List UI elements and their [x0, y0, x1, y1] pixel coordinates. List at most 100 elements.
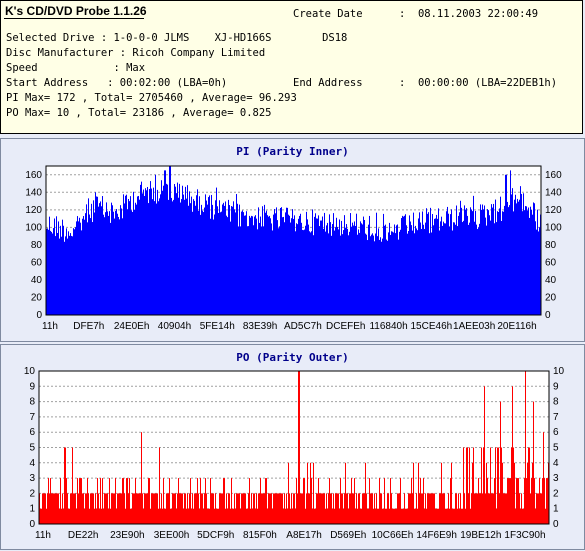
bar	[154, 201, 155, 315]
bar	[224, 205, 225, 315]
bar	[122, 478, 123, 524]
bar	[83, 493, 84, 524]
bar	[261, 493, 262, 524]
bar	[152, 199, 153, 315]
bar	[115, 210, 116, 315]
bar	[109, 211, 110, 315]
bar	[113, 211, 114, 315]
bar	[534, 203, 535, 315]
bar	[283, 216, 284, 315]
bar	[180, 202, 181, 315]
bar	[308, 224, 309, 315]
bar	[142, 493, 143, 524]
bar	[429, 493, 430, 524]
create-date-value: : 08.11.2003 22:00:49	[399, 8, 539, 20]
bar	[150, 508, 151, 524]
bar	[149, 188, 150, 315]
bar	[385, 508, 386, 524]
bar	[73, 493, 74, 524]
bar	[255, 508, 256, 524]
bar	[192, 211, 193, 315]
bar	[543, 432, 544, 524]
bar	[340, 235, 341, 315]
bar	[112, 205, 113, 315]
bar	[99, 203, 100, 315]
bar	[222, 204, 223, 315]
bar	[438, 208, 439, 315]
bar	[237, 203, 238, 315]
bar	[398, 239, 399, 315]
bar	[111, 202, 112, 315]
bar	[462, 508, 463, 524]
bar	[91, 203, 92, 315]
bar	[397, 493, 398, 524]
bar	[540, 493, 541, 524]
bar	[67, 238, 68, 315]
y-tick-label-left: 100	[25, 222, 42, 233]
bar	[325, 508, 326, 524]
bar	[416, 228, 417, 315]
bar	[393, 508, 394, 524]
bar	[528, 207, 529, 315]
bar	[63, 508, 64, 524]
bar	[179, 493, 180, 524]
bar	[376, 212, 377, 315]
bar	[408, 493, 409, 524]
bar	[321, 493, 322, 524]
bar	[284, 222, 285, 315]
bar	[150, 181, 151, 315]
bar	[533, 401, 534, 524]
bar	[119, 219, 120, 315]
bar	[128, 198, 129, 315]
bar	[334, 508, 335, 524]
bar	[484, 205, 485, 315]
bar	[46, 508, 47, 524]
bar	[365, 462, 366, 524]
bar	[125, 195, 126, 315]
bar	[352, 493, 353, 524]
bar	[235, 508, 236, 524]
bar	[193, 199, 194, 315]
bar	[253, 225, 254, 315]
bar	[145, 188, 146, 315]
bar	[75, 227, 76, 315]
bar	[67, 493, 68, 524]
bar	[461, 508, 462, 524]
bar	[220, 493, 221, 524]
bar	[512, 386, 513, 524]
bar	[439, 493, 440, 524]
bar	[383, 508, 384, 524]
bar	[232, 206, 233, 315]
bar	[357, 508, 358, 524]
bar	[514, 462, 515, 524]
bar	[62, 219, 63, 315]
bar	[345, 227, 346, 315]
bar	[116, 508, 117, 524]
bar	[460, 493, 461, 524]
bar	[524, 478, 525, 524]
bar	[73, 228, 74, 315]
bar	[421, 493, 422, 524]
bar	[403, 216, 404, 315]
bar	[388, 232, 389, 315]
bar	[85, 213, 86, 315]
x-tick-label: 11h	[35, 530, 51, 541]
bar	[178, 478, 179, 524]
bar	[59, 508, 60, 524]
bar	[395, 508, 396, 524]
bar	[156, 493, 157, 524]
bar	[307, 219, 308, 315]
bar	[309, 493, 310, 524]
bar	[480, 204, 481, 315]
bar	[350, 213, 351, 315]
bar	[168, 199, 169, 315]
y-tick-label-left: 120	[25, 205, 42, 216]
bar	[55, 236, 56, 315]
bar	[306, 211, 307, 315]
bar	[52, 493, 53, 524]
bar	[96, 508, 97, 524]
bar	[257, 508, 258, 524]
bar	[110, 508, 111, 524]
bar	[500, 401, 501, 524]
x-tick-label: 1AEE03h	[453, 321, 495, 332]
